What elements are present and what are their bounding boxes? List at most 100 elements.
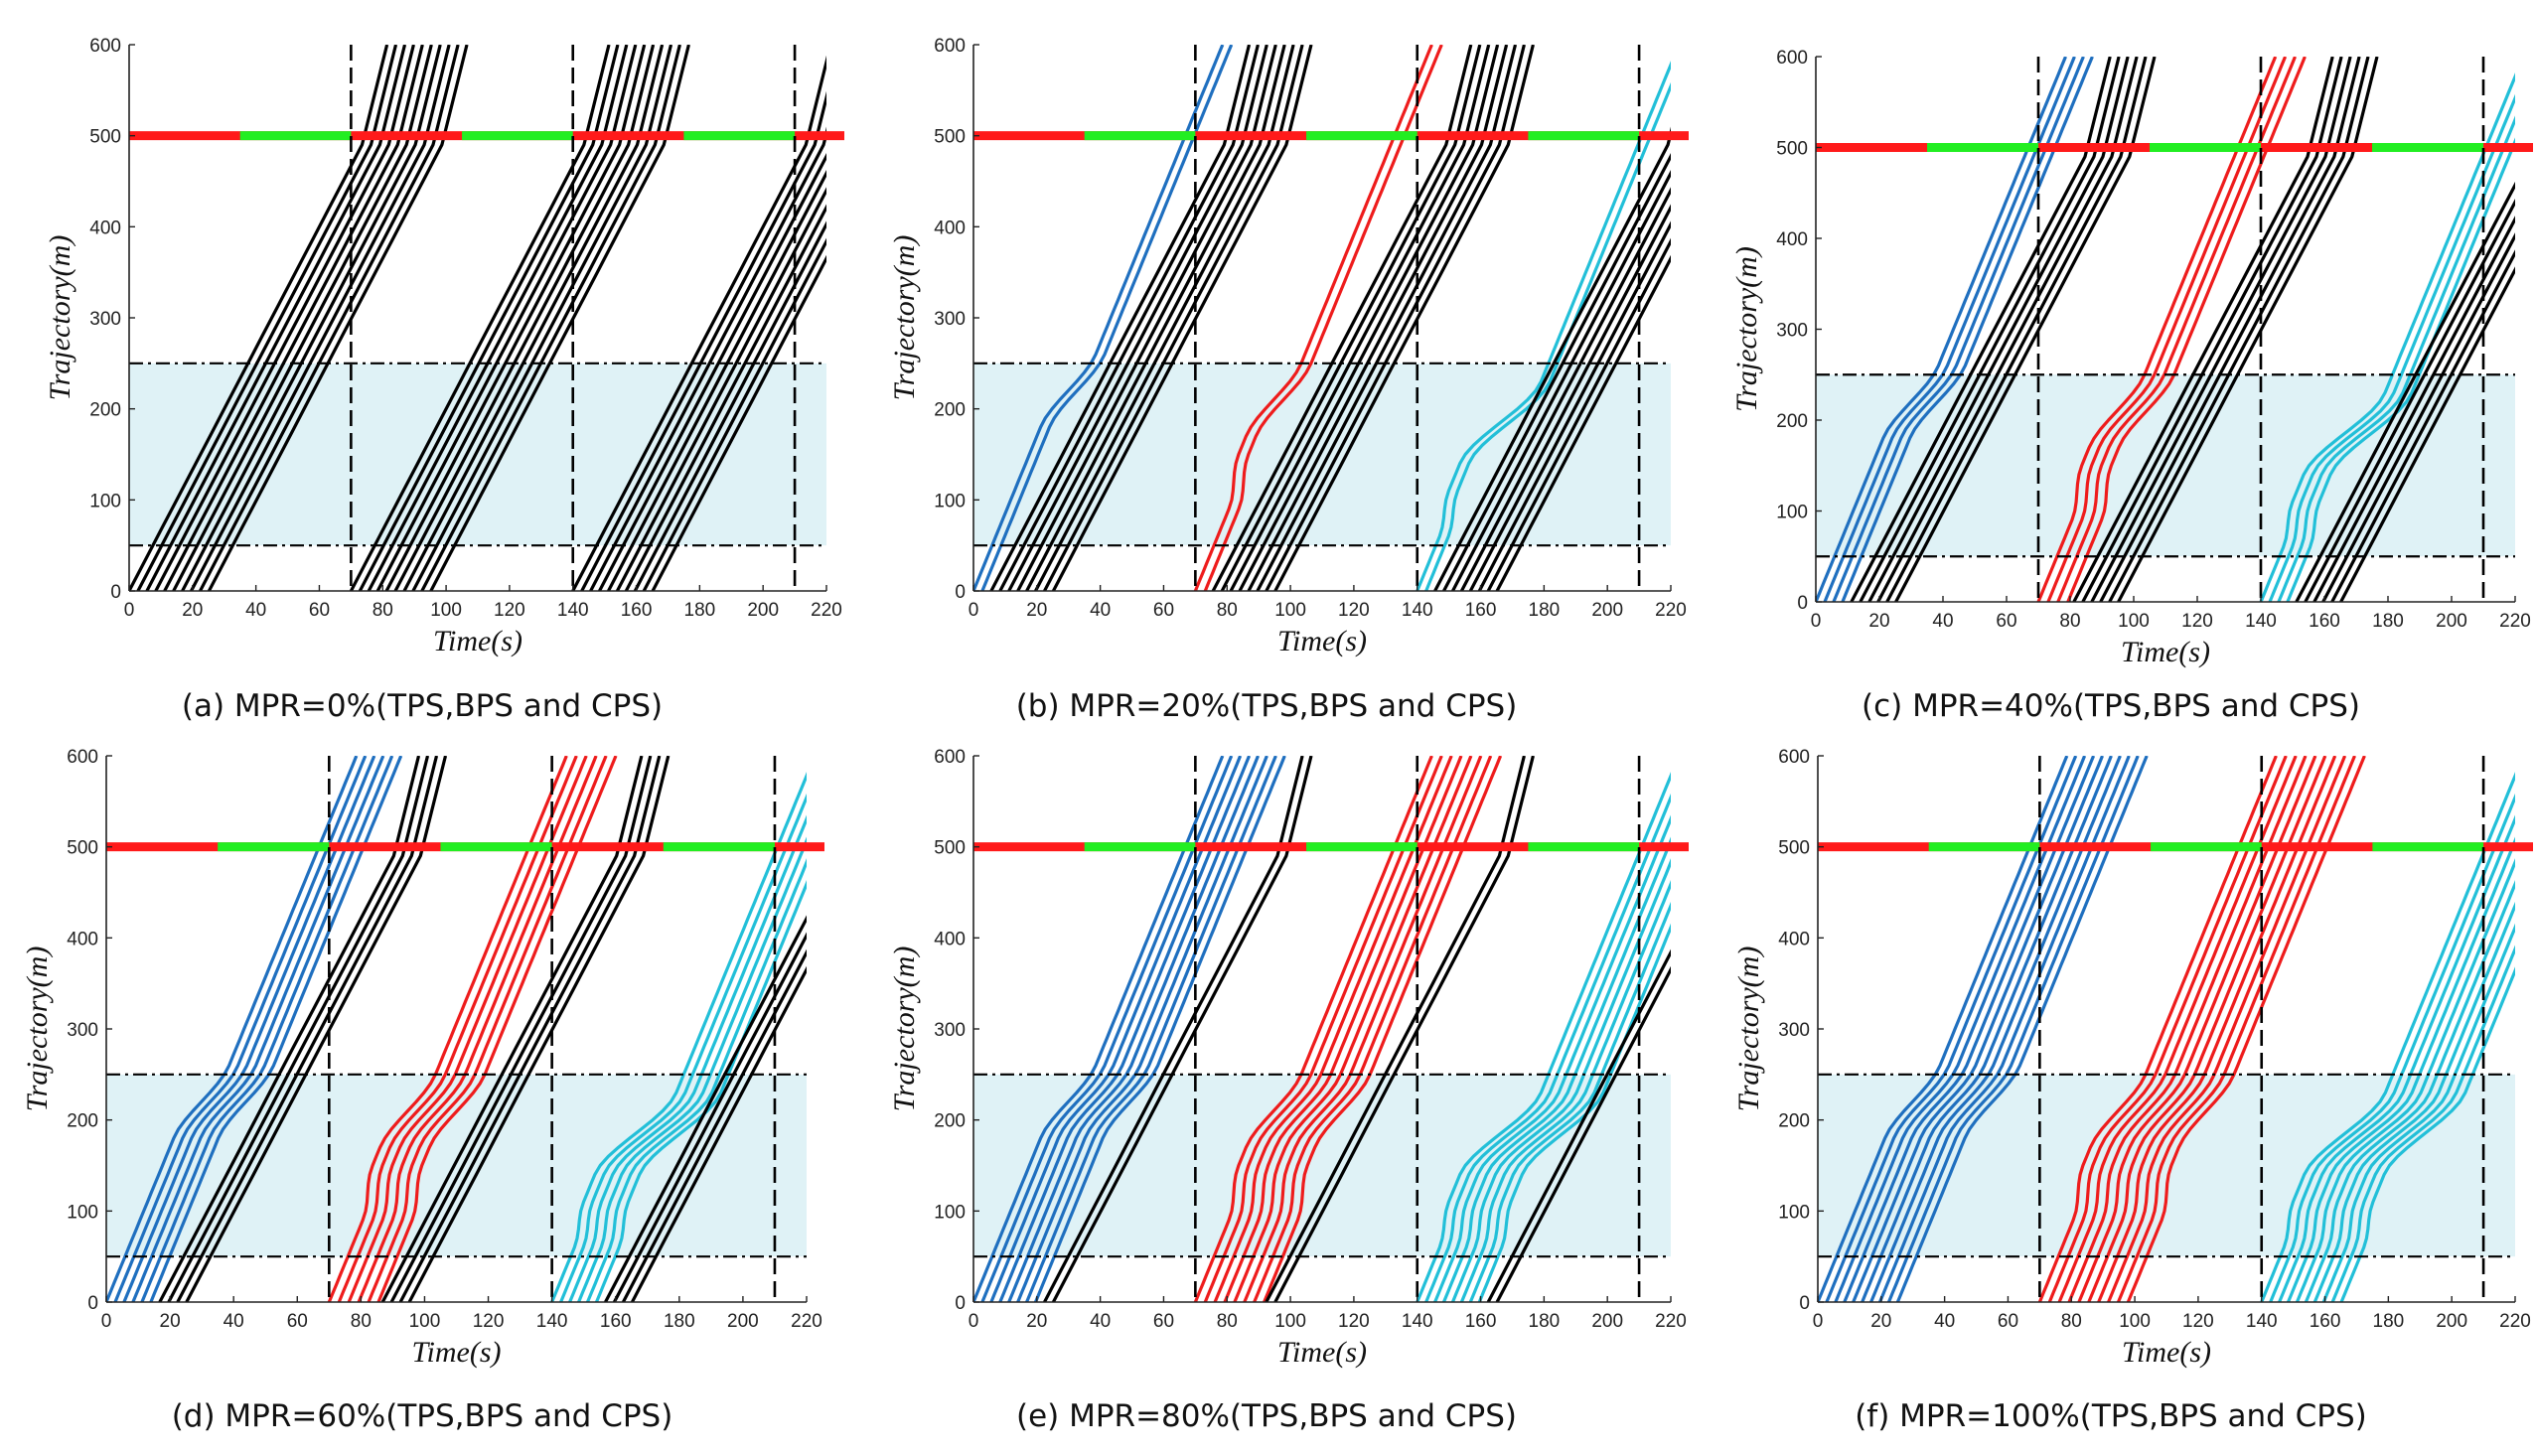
x-tick-label: 220 xyxy=(811,600,842,621)
x-tick-label: 60 xyxy=(1996,611,2016,632)
trajectory-group xyxy=(973,756,1671,1302)
x-tick-label: 20 xyxy=(1026,1311,1047,1332)
x-tick-label: 40 xyxy=(1090,1311,1111,1332)
trajectory-group xyxy=(973,45,1671,591)
hdv-trajectory-tps-10 xyxy=(1051,756,1313,1302)
x-tick-label: 0 xyxy=(124,600,135,621)
cav-trajectory-cps-10 xyxy=(2339,966,2515,1302)
hdv-trajectory-cps-9 xyxy=(2330,249,2515,602)
hdv-trajectory-bps-2 xyxy=(358,45,620,591)
hdv-trajectory-tps-4 xyxy=(998,45,1260,591)
x-tick-label: 60 xyxy=(1153,600,1174,621)
hdv-trajectory-cps-2 xyxy=(580,90,826,591)
hdv-trajectory-bps-3 xyxy=(367,45,629,591)
hdv-trajectory-tps-8 xyxy=(1876,57,2139,602)
x-tick-label: 20 xyxy=(1868,611,1889,632)
control-zone-shade xyxy=(973,1074,1671,1257)
trajectory-group xyxy=(129,45,826,591)
hdv-trajectory-bps-9 xyxy=(1265,45,1526,591)
panel-a: 0 20 40 60 80 100 120 140 160 180 200 220 0 100 200 300… xyxy=(0,0,844,728)
x-tick-label: 0 xyxy=(969,1311,979,1332)
x-tick-label: 180 xyxy=(1529,600,1561,621)
x-tick-label: 80 xyxy=(373,600,393,621)
hdv-trajectory-bps-6 xyxy=(1238,45,1500,591)
hdv-trajectory-cps-9 xyxy=(1486,948,1671,1302)
x-tick-label: 220 xyxy=(791,1311,822,1332)
y-tick-label: 100 xyxy=(934,491,966,511)
hdv-trajectory-bps-8 xyxy=(1256,45,1518,591)
y-tick-label: 200 xyxy=(934,400,966,421)
y-tick-label: 500 xyxy=(1776,139,1808,160)
hdv-trajectory-cps-7 xyxy=(1468,204,1671,591)
hdv-trajectory-bps-5 xyxy=(1229,45,1491,591)
y-tick-label: 600 xyxy=(934,36,966,57)
y-tick-label: 0 xyxy=(1799,1293,1810,1314)
x-tick-label: 120 xyxy=(1338,600,1370,621)
y-axis-label: Trajectory(m) xyxy=(21,946,54,1112)
hdv-trajectory-bps-5 xyxy=(384,45,647,591)
hdv-trajectory-cps-10 xyxy=(1495,254,1671,591)
hdv-trajectory-bps-3 xyxy=(1211,45,1473,591)
hdv-trajectory-bps-7 xyxy=(2090,57,2352,602)
hdv-trajectory-tps-8 xyxy=(1034,45,1295,591)
hdv-trajectory-cps-6 xyxy=(1459,187,1671,591)
hdv-trajectory-tps-9 xyxy=(1043,45,1304,591)
y-tick-label: 600 xyxy=(67,747,98,768)
x-tick-label: 200 xyxy=(1591,1311,1623,1332)
x-tick-label: 220 xyxy=(2499,1311,2531,1332)
x-tick-label: 160 xyxy=(600,1311,632,1332)
hdv-trajectory-tps-7 xyxy=(1025,45,1286,591)
x-tick-label: 0 xyxy=(969,600,979,621)
x-tick-label: 120 xyxy=(1338,1311,1370,1332)
cav-trajectory-cps-5 xyxy=(586,858,807,1302)
x-tick-label: 220 xyxy=(1655,600,1687,621)
x-tick-label: 100 xyxy=(1274,600,1306,621)
hdv-trajectory-bps-6 xyxy=(393,45,656,591)
x-axis-label: Time(s) xyxy=(1277,625,1367,657)
chart-d: 0 20 40 60 80 100 120 140 160 180 200 220 0 100 200 300… xyxy=(21,747,824,1369)
hdv-trajectory-tps-2 xyxy=(136,45,398,591)
caption-c: (c) MPR=40%(TPS,BPS and CPS) xyxy=(1862,688,2360,724)
y-tick-label: 500 xyxy=(67,838,98,859)
y-tick-label: 500 xyxy=(89,127,121,148)
y-axis-label: Trajectory(m) xyxy=(44,235,76,401)
x-tick-label: 180 xyxy=(2373,1311,2405,1332)
cav-trajectory-cps-7 xyxy=(1468,901,1671,1302)
chart-b: 0 20 40 60 80 100 120 140 160 180 200 220 0 100 200 300… xyxy=(888,36,1689,657)
hdv-trajectory-tps-9 xyxy=(199,45,460,591)
panel-f: 0 20 40 60 80 100 120 140 160 180 200 220 0 100 200 300… xyxy=(1689,728,2533,1456)
hdv-trajectory-bps-10 xyxy=(1273,45,1535,591)
y-tick-label: 300 xyxy=(67,1020,98,1041)
hdv-trajectory-cps-8 xyxy=(612,932,807,1302)
x-axis-label: Time(s) xyxy=(2121,636,2210,668)
y-tick-label: 0 xyxy=(1797,593,1808,614)
x-tick-label: 160 xyxy=(1465,1311,1497,1332)
hdv-trajectory-cps-4 xyxy=(1442,153,1671,591)
hdv-trajectory-cps-3 xyxy=(589,126,826,591)
hdv-trajectory-tps-8 xyxy=(190,45,451,591)
y-tick-label: 300 xyxy=(934,1020,966,1041)
x-tick-label: 140 xyxy=(536,1311,568,1332)
x-tick-label: 200 xyxy=(2436,611,2467,632)
y-axis-label: Trajectory(m) xyxy=(888,946,921,1112)
x-tick-label: 160 xyxy=(2309,611,2340,632)
hdv-trajectory-tps-7 xyxy=(158,756,421,1302)
hdv-trajectory-tps-6 xyxy=(172,45,433,591)
hdv-trajectory-tps-4 xyxy=(154,45,415,591)
x-tick-label: 100 xyxy=(430,600,462,621)
x-tick-label: 140 xyxy=(1402,600,1433,621)
hdv-trajectory-cps-3 xyxy=(1433,126,1671,591)
chart-f: 0 20 40 60 80 100 120 140 160 180 200 220 0 100 200 300… xyxy=(1732,747,2533,1369)
y-tick-label: 0 xyxy=(955,1293,966,1314)
cav-trajectory-cps-6 xyxy=(2304,880,2515,1302)
caption-e: (e) MPR=80%(TPS,BPS and CPS) xyxy=(1015,1398,1517,1434)
hdv-trajectory-tps-6 xyxy=(1859,57,2121,602)
hdv-trajectory-bps-9 xyxy=(2108,57,2370,602)
hdv-trajectory-tps-7 xyxy=(181,45,442,591)
hdv-trajectory-cps-7 xyxy=(604,915,807,1302)
x-tick-label: 120 xyxy=(494,600,525,621)
x-tick-label: 160 xyxy=(621,600,653,621)
x-tick-label: 200 xyxy=(747,600,779,621)
hdv-trajectory-cps-6 xyxy=(2304,198,2515,602)
